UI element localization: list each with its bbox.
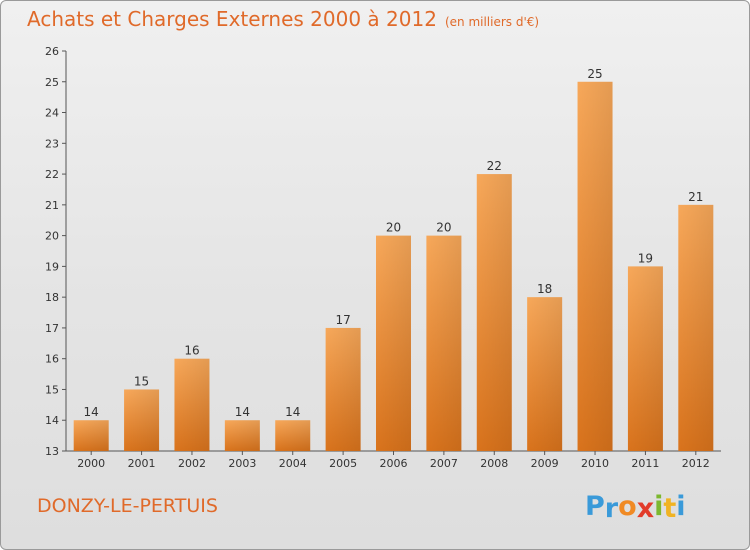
x-tick-label: 2009 (531, 457, 559, 470)
bar-value-label: 25 (587, 67, 602, 81)
bar-shade (426, 235, 462, 451)
y-tick-label: 14 (45, 414, 59, 427)
bar-shade (325, 327, 361, 451)
x-tick-label: 2003 (228, 457, 256, 470)
x-tick-label: 2010 (581, 457, 609, 470)
bar-shade (174, 358, 210, 451)
y-tick-label: 19 (45, 260, 59, 273)
x-tick-label: 2001 (128, 457, 156, 470)
logo-letter: i (654, 491, 664, 522)
bar-value-label: 21 (688, 190, 703, 204)
bar-shade (527, 297, 563, 451)
bar-value-label: 15 (134, 374, 149, 388)
bar-shade (224, 420, 260, 451)
bar-shade (73, 420, 109, 451)
value-labels: 14 15 16 14 14 17 20 20 22 18 25 19 21 (84, 67, 704, 419)
logo-letter: i (676, 491, 686, 522)
chart-subtitle: (en milliers d'€) (444, 15, 540, 29)
bar-shade (627, 266, 663, 451)
y-tick-label: 25 (45, 76, 59, 89)
y-tick-label: 16 (45, 353, 59, 366)
logo-letter: P (585, 491, 605, 522)
bar-value-label: 19 (638, 251, 653, 265)
x-tick-label: 2006 (380, 457, 408, 470)
bar-shade (124, 389, 160, 451)
y-tick-label: 20 (45, 230, 59, 243)
logo-letter: o (618, 491, 637, 522)
chart-title: Achats et Charges Externes 2000 à 2012 (27, 7, 437, 31)
bar-value-label: 14 (285, 405, 300, 419)
bar-shade (476, 174, 512, 452)
x-tick-label: 2011 (631, 457, 659, 470)
bar-shade (275, 420, 311, 451)
x-tick-label: 2000 (77, 457, 105, 470)
bar-shade (376, 235, 411, 451)
y-tick-label: 23 (45, 137, 59, 150)
x-tick-label: 2012 (682, 457, 710, 470)
y-tick-label: 26 (45, 45, 59, 58)
bar-value-label: 20 (386, 221, 401, 235)
bar-shade (678, 204, 714, 451)
bar-value-label: 18 (537, 282, 552, 296)
y-tick-label: 17 (45, 322, 59, 335)
bar-shade (577, 81, 613, 452)
y-tick-label: 15 (45, 383, 59, 396)
x-tick-label: 2008 (480, 457, 508, 470)
y-tick-label: 24 (45, 107, 59, 120)
y-tick-label: 13 (45, 445, 59, 458)
title-row: Achats et Charges Externes 2000 à 2012 (e… (27, 7, 539, 31)
y-tick-label: 18 (45, 291, 59, 304)
logo-letter: t (663, 493, 677, 524)
logo-letter: r (604, 493, 619, 524)
y-tick-label: 22 (45, 168, 59, 181)
y-tick-label: 21 (45, 199, 59, 212)
axes: 13 14 15 16 17 18 19 20 21 22 23 24 25 26 2000 2001 2002… (45, 45, 721, 470)
logo-letter: x (636, 493, 655, 524)
commune-name: DONZY-LE-PERTUIS (37, 495, 218, 517)
proxiti-logo: Proxiti (585, 491, 686, 524)
bar-value-label: 16 (184, 344, 199, 358)
x-tick-label: 2007 (430, 457, 458, 470)
bar-value-label: 14 (84, 405, 99, 419)
x-tick-label: 2004 (279, 457, 307, 470)
x-tick-label: 2002 (178, 457, 206, 470)
bar-value-label: 22 (487, 159, 502, 173)
bars (73, 81, 714, 452)
bar-value-label: 17 (335, 313, 350, 327)
x-tick-label: 2005 (329, 457, 357, 470)
bar-value-label: 20 (436, 221, 451, 235)
bar-value-label: 14 (235, 405, 250, 419)
